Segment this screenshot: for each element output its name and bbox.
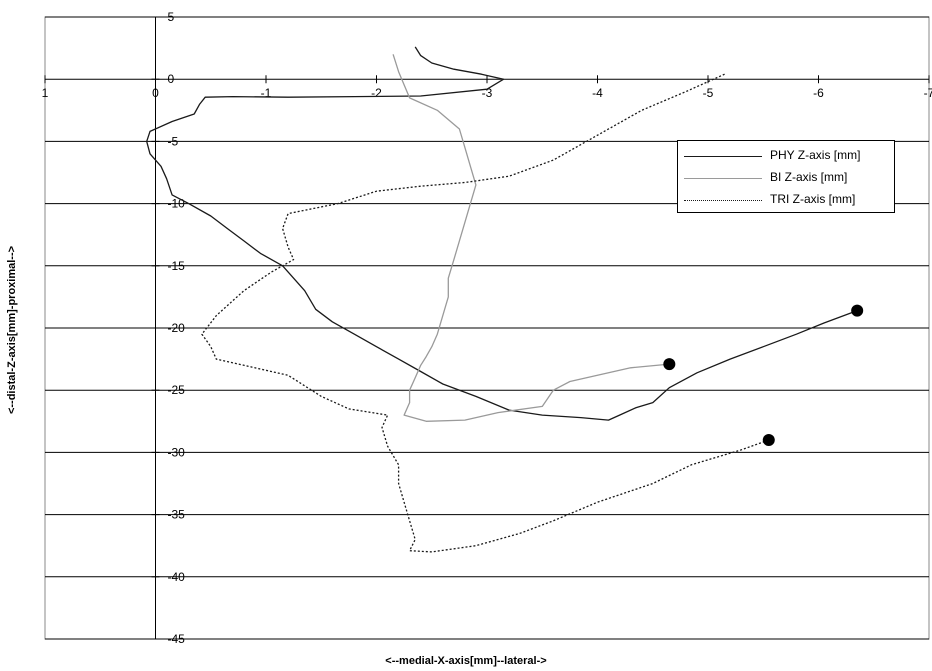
x-tick-label: 0 [152,86,159,100]
y-axis-label: <--distal-Z-axis[mm]-proximal--> [6,246,18,414]
x-tick-label: -7 [924,86,932,100]
legend-label-bi: BI Z-axis [mm] [770,170,847,184]
legend-item-tri: TRI Z-axis [mm] [678,190,894,210]
x-tick-label: -2 [371,86,382,100]
y-tick-label: -25 [168,383,186,397]
chart-legend: PHY Z-axis [mm] BI Z-axis [mm] TRI Z-axi… [677,140,895,213]
legend-item-bi: BI Z-axis [mm] [678,168,894,188]
y-tick-label: -15 [168,259,186,273]
series-line-phy [147,47,858,420]
y-tick-label: -45 [168,632,186,646]
y-tick-label: -20 [168,321,186,335]
legend-swatch-tri [684,200,762,201]
legend-label-tri: TRI Z-axis [mm] [770,192,855,206]
y-tick-label: -35 [168,508,186,522]
legend-swatch-phy [684,156,762,157]
x-tick-label: -5 [703,86,714,100]
x-tick-label: 1 [42,86,49,100]
x-tick-label: -6 [813,86,824,100]
y-tick-label: -5 [168,134,179,148]
x-tick-label: -1 [261,86,272,100]
y-tick-label: 5 [168,10,175,24]
x-tick-label: -3 [482,86,493,100]
series-end-marker-phy [851,305,863,317]
legend-label-phy: PHY Z-axis [mm] [770,148,860,162]
x-axis-label: <--medial-X-axis[mm]--lateral-> [0,655,932,667]
series-end-marker-tri [763,434,775,446]
x-tick-label: -4 [592,86,603,100]
series-line-bi [393,54,669,421]
y-tick-label: -10 [168,197,186,211]
y-tick-label: -30 [168,445,186,459]
y-tick-label: -40 [168,570,186,584]
series-end-marker-bi [663,358,675,370]
legend-swatch-bi [684,178,762,179]
legend-item-phy: PHY Z-axis [mm] [678,146,894,166]
